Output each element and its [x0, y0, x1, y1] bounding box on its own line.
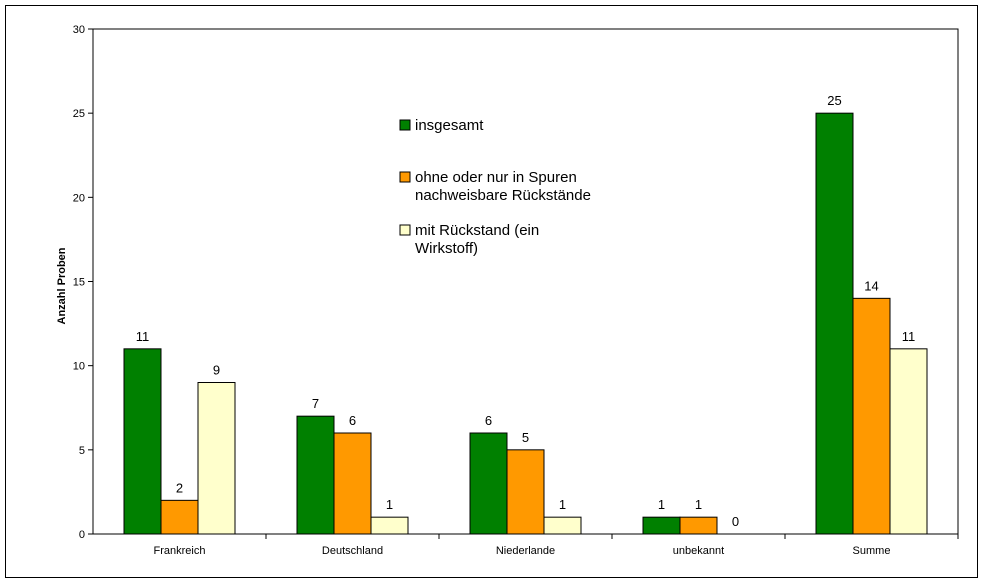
legend-label: mit Rückstand (ein [415, 222, 539, 239]
bar [333, 432, 372, 535]
bars [123, 112, 928, 535]
data-label: 1 [386, 497, 393, 512]
legend-swatch [399, 119, 411, 131]
bar [469, 432, 508, 535]
x-tick-label: Niederlande [496, 545, 555, 557]
y-axis-title: Anzahl Proben [56, 247, 68, 324]
data-label: 14 [864, 278, 878, 293]
bar [506, 449, 545, 535]
data-label: 25 [827, 93, 841, 108]
y-tick-label: 15 [73, 277, 85, 289]
y-tick-label: 25 [73, 108, 85, 120]
legend-swatch [399, 224, 411, 236]
data-label: 2 [176, 480, 183, 495]
data-label: 11 [136, 329, 150, 344]
legend-label: nachweisbare Rückstände [415, 187, 591, 204]
bar [197, 382, 236, 535]
data-label: 0 [732, 514, 739, 529]
data-label: 6 [485, 413, 492, 428]
data-label: 7 [312, 396, 319, 411]
bar [370, 516, 409, 535]
bar [889, 348, 928, 535]
y-tick-label: 10 [73, 361, 85, 373]
x-tick-label: Summe [853, 545, 891, 557]
bar [543, 516, 582, 535]
bar [852, 297, 891, 535]
x-tick-label: Deutschland [322, 545, 383, 557]
legend-label: ohne oder nur in Spuren [415, 169, 577, 186]
bar [123, 348, 162, 535]
bar [679, 516, 718, 535]
legend-label: Wirkstoff) [415, 240, 478, 257]
data-label: 1 [658, 497, 665, 512]
data-label: 9 [213, 363, 220, 378]
bar [815, 112, 854, 535]
data-label: 6 [349, 413, 356, 428]
legend-label: insgesamt [415, 117, 484, 134]
data-label: 5 [522, 430, 529, 445]
data-label: 1 [559, 497, 566, 512]
bar [160, 499, 199, 535]
bar [642, 516, 681, 535]
data-label: 11 [902, 329, 916, 344]
data-label: 1 [695, 497, 702, 512]
y-tick-label: 0 [79, 529, 85, 541]
legend: insgesamt ohne oder nur in Spurennachweis… [399, 117, 591, 257]
legend-swatch [399, 171, 411, 183]
y-tick-label: 5 [79, 445, 85, 457]
y-tick-label: 30 [73, 24, 85, 36]
chart-frame: 0 5 10 15 20 25 30 Frankreich Deutschland Niederl… [5, 5, 978, 578]
x-tick-label: unbekannt [673, 545, 724, 557]
x-tick-label: Frankreich [154, 545, 206, 557]
bar [296, 415, 335, 535]
y-tick-label: 20 [73, 192, 85, 204]
